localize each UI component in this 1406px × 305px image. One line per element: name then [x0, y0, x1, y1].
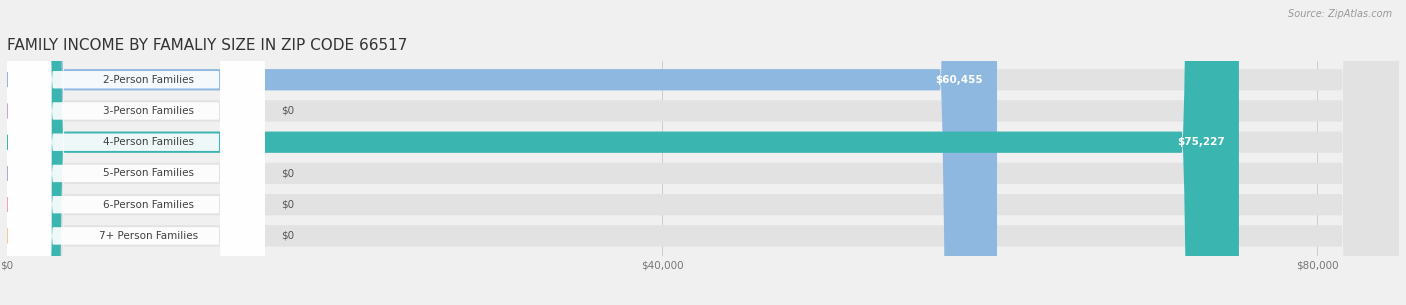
FancyBboxPatch shape — [7, 0, 1399, 305]
FancyBboxPatch shape — [7, 0, 1399, 305]
FancyBboxPatch shape — [7, 0, 1399, 305]
Text: 7+ Person Families: 7+ Person Families — [98, 231, 198, 241]
FancyBboxPatch shape — [7, 0, 264, 305]
Text: FAMILY INCOME BY FAMALIY SIZE IN ZIP CODE 66517: FAMILY INCOME BY FAMALIY SIZE IN ZIP COD… — [7, 38, 408, 53]
FancyBboxPatch shape — [7, 0, 1399, 305]
Text: 4-Person Families: 4-Person Families — [103, 137, 194, 147]
FancyBboxPatch shape — [7, 0, 264, 305]
FancyBboxPatch shape — [7, 0, 1239, 305]
FancyBboxPatch shape — [7, 0, 264, 305]
Text: $0: $0 — [281, 231, 294, 241]
Text: $0: $0 — [281, 168, 294, 178]
FancyBboxPatch shape — [7, 0, 997, 305]
FancyBboxPatch shape — [7, 0, 1399, 305]
Text: $60,455: $60,455 — [935, 75, 983, 85]
FancyBboxPatch shape — [7, 0, 264, 305]
Text: 2-Person Families: 2-Person Families — [103, 75, 194, 85]
Text: $0: $0 — [281, 200, 294, 210]
Text: $0: $0 — [281, 106, 294, 116]
FancyBboxPatch shape — [7, 0, 264, 305]
Text: 6-Person Families: 6-Person Families — [103, 200, 194, 210]
Text: 5-Person Families: 5-Person Families — [103, 168, 194, 178]
Text: 3-Person Families: 3-Person Families — [103, 106, 194, 116]
Text: $75,227: $75,227 — [1177, 137, 1225, 147]
FancyBboxPatch shape — [7, 0, 264, 305]
FancyBboxPatch shape — [7, 0, 1399, 305]
Text: Source: ZipAtlas.com: Source: ZipAtlas.com — [1288, 9, 1392, 19]
